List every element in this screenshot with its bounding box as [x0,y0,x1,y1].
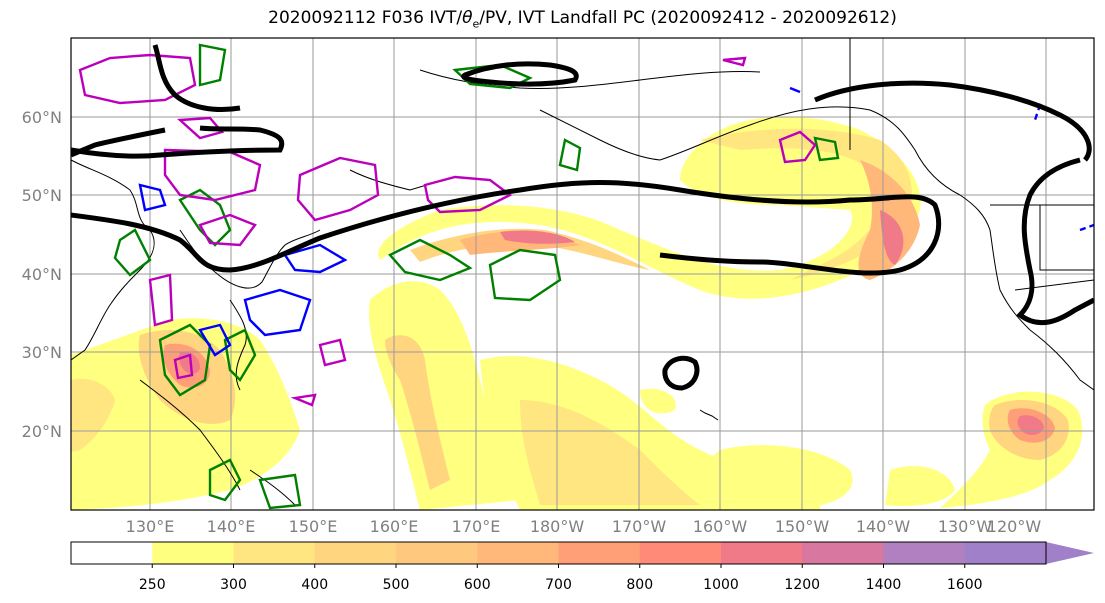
colorbar: 250 300 400 500 600 700 800 1000 1200 1400 1600 [70,541,1094,593]
lon-label: 140°E [207,517,256,536]
colorbar-segment [477,542,559,564]
colorbar-segment [558,542,641,564]
colorbar-segments [71,542,1047,564]
colorbar-extend-arrow [1046,542,1094,564]
lat-label: 40°N [22,265,62,284]
ivt-filled-contours [71,116,1083,510]
lon-label: 130°W [938,517,993,536]
lon-label: 130°E [126,517,175,536]
colorbar-tick-label: 1600 [947,577,983,593]
colorbar-segment [396,542,478,564]
figure-title: 2020092112 F036 IVT/θe/PV, IVT Landfall … [268,8,897,31]
lat-label: 50°N [22,186,62,205]
theta-e-low-contours [138,86,1094,357]
colorbar-tick-label: 600 [464,577,491,593]
colorbar-segment [639,542,722,564]
colorbar-tick-label: 800 [626,577,653,593]
colorbar-segment [314,542,397,564]
colorbar-segment [721,542,803,564]
lat-label: 20°N [22,422,62,441]
colorbar-segment [802,542,884,564]
longitude-labels: 130°E 140°E 150°E 160°E 170°E 180°W 170°… [126,517,1042,536]
ivt-landfall-pc-contour [71,44,1094,391]
lat-label: 60°N [22,108,62,127]
lon-label: 180°W [530,517,585,536]
colorbar-segment [964,542,1047,564]
lon-label: 150°E [289,517,338,536]
colorbar-tick-label: 400 [301,577,328,593]
colorbar-tick-label: 1400 [866,577,902,593]
colorbar-tick-label: 500 [383,577,410,593]
colorbar-segment [883,542,966,564]
map-frame [70,37,1095,511]
lon-label: 140°W [856,517,911,536]
colorbar-tick-label: 1200 [784,577,820,593]
lon-label: 150°W [775,517,830,536]
colorbar-segment [71,542,153,564]
pv-contours [113,43,840,510]
colorbar-segment [233,542,316,564]
colorbar-tick-label: 700 [545,577,572,593]
lon-label: 160°W [693,517,748,536]
colorbar-tick-label: 300 [220,577,247,593]
map-layers [71,38,1094,510]
lon-label: 170°W [612,517,667,536]
colorbar-ticks: 250 300 400 500 600 700 800 1000 1200 1400 1600 [139,564,983,593]
lon-label: 120°W [987,517,1042,536]
lon-label: 160°E [370,517,419,536]
latitude-labels: 60°N 50°N 40°N 30°N 20°N [22,108,62,441]
lat-label: 30°N [22,343,62,362]
colorbar-segment [152,542,234,564]
lon-label: 170°E [452,517,501,536]
colorbar-tick-label: 250 [139,577,166,593]
colorbar-tick-label: 1000 [703,577,739,593]
theta-e-high-contours [78,53,817,407]
